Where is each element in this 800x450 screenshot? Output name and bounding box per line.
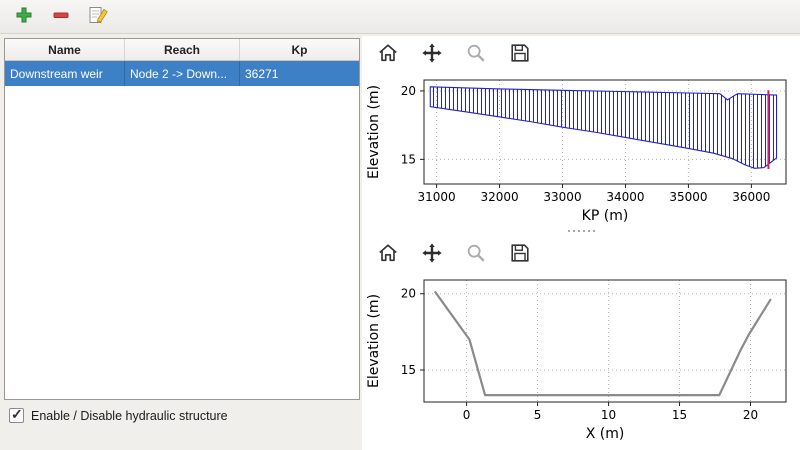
- svg-text:20: 20: [401, 287, 416, 301]
- pan-button[interactable]: [418, 40, 446, 68]
- pan-icon: [421, 42, 443, 67]
- svg-text:15: 15: [672, 408, 687, 422]
- column-header-name[interactable]: Name: [5, 39, 125, 60]
- svg-text:31000: 31000: [417, 190, 455, 204]
- column-header-kp[interactable]: Kp: [291, 42, 308, 57]
- svg-text:10: 10: [601, 408, 616, 422]
- splitter-dot: [572, 230, 575, 232]
- save-button[interactable]: [506, 240, 534, 268]
- home-icon: [377, 242, 399, 267]
- svg-text:Elevation (m): Elevation (m): [366, 294, 382, 388]
- save-icon: [509, 42, 531, 67]
- svg-text:33000: 33000: [543, 190, 581, 204]
- svg-text:20: 20: [401, 84, 416, 98]
- remove-structure-button[interactable]: [47, 3, 74, 30]
- enable-structure-label: Enable / Disable hydraulic structure: [31, 408, 228, 423]
- enable-structure-row[interactable]: Enable / Disable hydraulic structure: [9, 406, 228, 423]
- pan-icon: [421, 242, 443, 267]
- pan-button[interactable]: [418, 240, 446, 268]
- zoom-icon: [465, 42, 487, 67]
- svg-text:32000: 32000: [480, 190, 518, 204]
- cell-name: Downstream weir: [5, 61, 125, 86]
- splitter-dot: [577, 230, 580, 232]
- home-button[interactable]: [374, 40, 402, 68]
- svg-text:0: 0: [463, 408, 471, 422]
- cell-reach: Node 2 -> Down...: [125, 61, 240, 86]
- splitter-dot: [582, 230, 585, 232]
- zoom-icon: [465, 242, 487, 267]
- svg-text:X (m): X (m): [586, 426, 625, 442]
- svg-text:15: 15: [401, 363, 416, 377]
- home-button[interactable]: [374, 240, 402, 268]
- main-toolbar: [0, 0, 800, 34]
- save-button[interactable]: [506, 40, 534, 68]
- column-header-reach[interactable]: Reach: [125, 39, 240, 60]
- zoom-button[interactable]: [462, 40, 490, 68]
- svg-text:KP (m): KP (m): [582, 208, 629, 224]
- save-icon: [509, 242, 531, 267]
- add-structure-button[interactable]: [10, 3, 37, 30]
- plus-icon: [15, 6, 33, 27]
- kp-plot-toolbar: [362, 36, 800, 72]
- svg-text:35000: 35000: [669, 190, 707, 204]
- plots-splitter-handle[interactable]: [362, 226, 800, 236]
- table-header: Name Reach Kp: [5, 39, 359, 61]
- kp-profile-plot-canvas[interactable]: 31000 32000 33000 34000 35000 36000 15 20 KP (m)…: [364, 72, 798, 226]
- svg-text:Elevation (m): Elevation (m): [366, 85, 382, 179]
- svg-text:15: 15: [401, 152, 416, 166]
- cell-kp: 36271: [245, 66, 279, 81]
- cross-section-plot-toolbar: [362, 236, 800, 272]
- splitter-dot: [567, 230, 570, 232]
- table-row[interactable]: Downstream weir Node 2 -> Down... 36271: [5, 61, 359, 86]
- svg-text:36000: 36000: [732, 190, 770, 204]
- svg-text:20: 20: [743, 408, 758, 422]
- splitter-dot: [592, 230, 595, 232]
- structures-table: Name Reach Kp Downstream weir Node 2 -> …: [4, 38, 360, 400]
- enable-structure-checkbox[interactable]: [9, 406, 24, 423]
- edit-icon: [88, 6, 108, 27]
- zoom-button[interactable]: [462, 240, 490, 268]
- splitter-dot: [587, 230, 590, 232]
- svg-text:5: 5: [534, 408, 542, 422]
- home-icon: [377, 42, 399, 67]
- edit-structure-button[interactable]: [84, 3, 111, 30]
- minus-icon: [52, 6, 70, 27]
- plots-panel: 31000 32000 33000 34000 35000 36000 15 20 KP (m)…: [362, 36, 800, 450]
- svg-text:34000: 34000: [606, 190, 644, 204]
- cross-section-plot-canvas[interactable]: 0 5 10 15 20 15 20 X (m) Elevation (m): [364, 272, 798, 444]
